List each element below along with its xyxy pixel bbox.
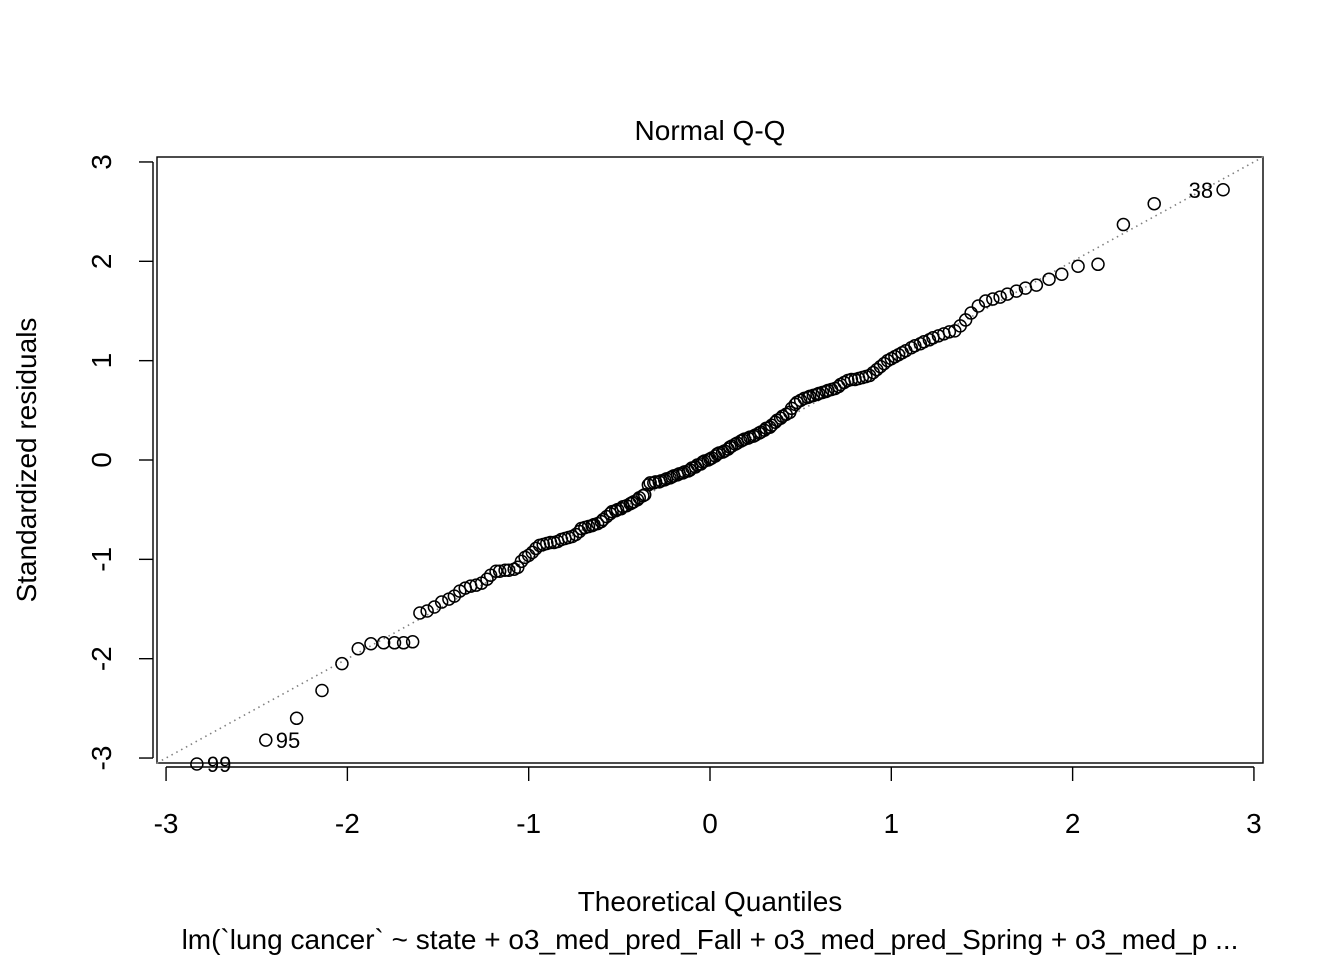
data-point xyxy=(434,595,449,609)
x-tick-label: 2 xyxy=(1065,808,1081,839)
y-axis-label: Standardized residuals xyxy=(11,318,42,603)
data-point xyxy=(1000,287,1015,301)
data-point xyxy=(1116,217,1131,232)
data-point xyxy=(315,683,329,698)
data-point xyxy=(413,606,427,620)
data-point xyxy=(978,294,993,308)
data-point xyxy=(492,564,507,579)
data-point xyxy=(259,733,273,747)
data-point xyxy=(489,564,503,579)
y-tick-label: 3 xyxy=(86,154,117,170)
data-point xyxy=(335,656,349,671)
data-point xyxy=(420,604,434,618)
data-point xyxy=(480,572,494,586)
data-point xyxy=(917,335,931,349)
x-tick-label: 1 xyxy=(884,808,900,839)
x-tick-label: -1 xyxy=(516,808,541,839)
data-point xyxy=(289,711,304,726)
y-tick-label: -2 xyxy=(86,646,117,671)
points-group xyxy=(190,183,1230,771)
data-point xyxy=(1029,278,1044,292)
data-point xyxy=(351,642,366,656)
data-point xyxy=(427,600,442,614)
data-point xyxy=(986,292,1000,306)
point-annotation: 95 xyxy=(276,728,300,753)
data-point xyxy=(521,548,536,563)
data-point xyxy=(405,635,420,649)
y-axis: -3 -2 -1 0 1 2 3 xyxy=(86,154,154,771)
data-point xyxy=(387,636,402,650)
annotations-group: 99 95 38 xyxy=(207,178,1213,777)
data-point xyxy=(942,325,957,339)
data-point xyxy=(529,541,543,556)
data-point xyxy=(501,563,516,578)
x-axis-label: Theoretical Quantiles xyxy=(578,886,843,917)
data-point xyxy=(1216,183,1230,197)
y-tick-label: -1 xyxy=(86,547,117,572)
x-axis: -3 -2 -1 0 1 2 3 xyxy=(154,766,1262,839)
data-point xyxy=(190,757,204,771)
data-point xyxy=(964,306,978,320)
y-tick-label: 2 xyxy=(86,254,117,270)
y-tick-label: -3 xyxy=(86,746,117,771)
x-tick-label: -2 xyxy=(335,808,360,839)
data-point xyxy=(1071,259,1085,274)
reference-line xyxy=(156,156,1264,764)
x-tick-label: 0 xyxy=(702,808,718,839)
data-point xyxy=(498,563,512,578)
plot-frame xyxy=(156,156,1264,764)
chart-title: Normal Q-Q xyxy=(635,115,786,146)
point-annotation: 38 xyxy=(1189,178,1213,203)
data-point xyxy=(396,636,411,650)
data-point xyxy=(364,637,378,651)
x-tick-label: -3 xyxy=(154,808,179,839)
data-point xyxy=(1009,284,1024,298)
data-point xyxy=(376,636,391,650)
point-annotation: 99 xyxy=(207,752,231,777)
data-point xyxy=(908,339,922,353)
reference-line-group xyxy=(156,156,1264,764)
data-point xyxy=(1147,196,1161,211)
chart-subtitle: lm(`lung cancer` ~ state + o3_med_pred_F… xyxy=(182,924,1239,955)
data-point xyxy=(1042,272,1056,286)
y-tick-label: 1 xyxy=(86,353,117,369)
data-point xyxy=(469,578,483,592)
data-point xyxy=(877,356,891,371)
y-tick-label: 0 xyxy=(86,452,117,468)
data-point xyxy=(1054,267,1069,281)
data-point xyxy=(971,299,986,313)
data-point xyxy=(1091,257,1105,272)
data-point xyxy=(525,545,540,560)
x-tick-label: 3 xyxy=(1246,808,1262,839)
data-point xyxy=(993,290,1007,304)
